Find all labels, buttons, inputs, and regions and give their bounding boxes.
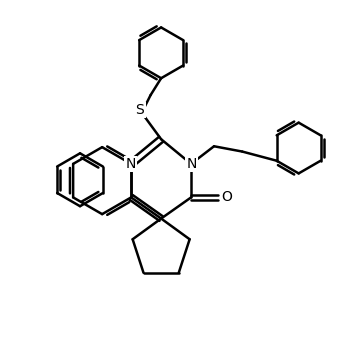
Text: O: O xyxy=(221,190,232,204)
Text: N: N xyxy=(125,157,136,171)
Text: N: N xyxy=(187,157,197,171)
Text: S: S xyxy=(136,103,144,117)
